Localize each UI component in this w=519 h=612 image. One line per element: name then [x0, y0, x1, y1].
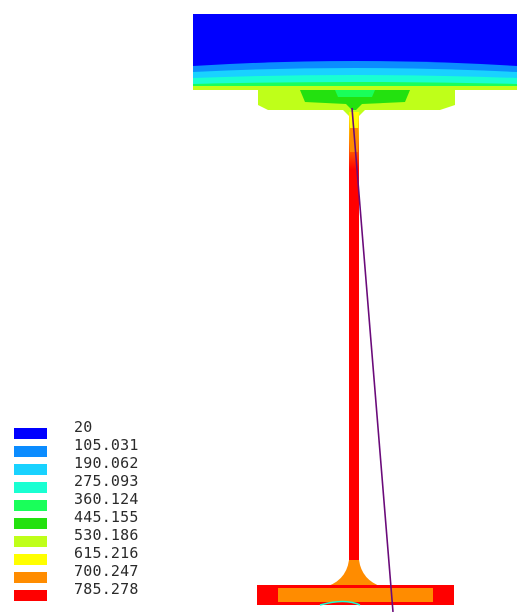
- legend-label: 785.278: [74, 580, 139, 598]
- legend-swatch: [14, 518, 47, 529]
- legend-label: 445.155: [74, 508, 139, 526]
- top-flange-underside: [193, 86, 517, 90]
- legend-swatch: [14, 554, 47, 565]
- top-haunch: [258, 90, 455, 118]
- legend-swatch: [14, 500, 47, 511]
- crack-line: [351, 107, 394, 612]
- legend-label: 20: [74, 418, 93, 436]
- legend-label: 615.216: [74, 544, 139, 562]
- bottom-fillet: [322, 560, 386, 588]
- legend-label: 105.031: [74, 436, 139, 454]
- bottom-flange-orange: [278, 588, 433, 602]
- legend-swatch: [14, 590, 47, 601]
- top-haunch-core: [335, 90, 375, 97]
- legend-label: 275.093: [74, 472, 139, 490]
- legend-swatch: [14, 446, 47, 457]
- web: [349, 112, 359, 590]
- legend-swatch: [14, 536, 47, 547]
- web-root-yellow: [350, 112, 358, 128]
- legend-label: 700.247: [74, 562, 139, 580]
- legend-swatch: [14, 572, 47, 583]
- legend-swatch: [14, 428, 47, 439]
- top-haunch-inner: [300, 90, 410, 110]
- legend-label: 360.124: [74, 490, 139, 508]
- top-flange: [193, 14, 517, 90]
- legend-swatch: [14, 464, 47, 475]
- bottom-flange-lower-edge: [319, 600, 361, 606]
- legend-label: 530.186: [74, 526, 139, 544]
- legend-label: 190.062: [74, 454, 139, 472]
- legend-swatch: [14, 482, 47, 493]
- bottom-flange: [257, 560, 454, 606]
